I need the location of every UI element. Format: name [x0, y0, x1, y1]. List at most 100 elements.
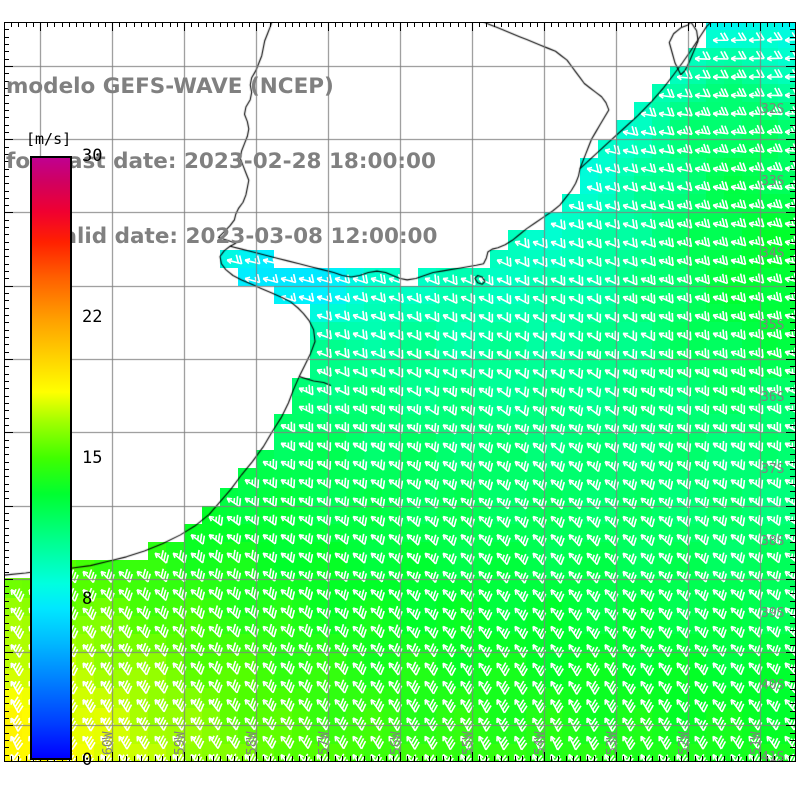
lat-minor-tick: [790, 410, 795, 412]
lon-minor-tick: [781, 22, 783, 27]
lon-minor-tick: [191, 22, 193, 27]
lat-minor-tick: [4, 124, 9, 126]
lat-minor-tick: [4, 490, 9, 492]
lat-minor-tick: [790, 461, 795, 463]
lat-major-tick: [4, 505, 13, 507]
lat-minor-tick: [790, 241, 795, 243]
lat-minor-tick: [4, 534, 9, 536]
lat-minor-tick: [790, 608, 795, 610]
lon-minor-tick: [637, 756, 639, 761]
lat-label-34S: 34S: [761, 246, 785, 261]
lon-minor-tick: [457, 22, 459, 27]
lon-minor-tick: [126, 756, 128, 761]
lon-minor-tick: [392, 756, 394, 761]
lon-minor-tick: [306, 756, 308, 761]
lon-minor-tick: [292, 756, 293, 761]
lat-minor-tick: [4, 549, 9, 551]
lon-minor-tick: [608, 756, 610, 761]
lon-minor-tick: [76, 756, 77, 761]
lat-major-tick: [4, 652, 13, 654]
colorbar-tick-0: 0: [82, 750, 93, 770]
lat-minor-tick: [4, 710, 9, 712]
lon-minor-tick: [234, 22, 236, 27]
lon-minor-tick: [515, 22, 517, 27]
title-forecast: forecast date: 2023-02-28 18:00:00: [6, 149, 436, 174]
lat-major-tick: [4, 65, 13, 67]
lat-minor-tick: [790, 381, 795, 382]
lon-major-tick: [328, 752, 329, 761]
lat-major-tick: [4, 432, 13, 434]
lon-minor-tick: [191, 756, 193, 761]
lon-minor-tick: [580, 22, 581, 27]
lat-minor-tick: [4, 234, 9, 236]
lon-major-tick: [472, 752, 473, 761]
lat-minor-tick: [790, 146, 795, 148]
lon-minor-tick: [169, 22, 171, 27]
lon-minor-tick: [572, 756, 574, 761]
lat-minor-tick: [4, 315, 9, 317]
lon-minor-tick: [284, 756, 286, 761]
lat-minor-tick: [4, 43, 9, 45]
frame-right: [795, 22, 796, 762]
lat-minor-tick: [790, 747, 795, 749]
lon-major-tick: [616, 752, 617, 761]
colorbar-tick-8: 8: [82, 588, 93, 609]
lat-major-tick: [786, 212, 795, 214]
lat-minor-tick: [4, 754, 9, 756]
lon-minor-tick: [385, 22, 387, 27]
lon-minor-tick: [709, 22, 711, 27]
lat-label-40S: 40S: [761, 678, 785, 693]
lat-minor-tick: [790, 446, 795, 448]
lat-minor-tick: [790, 644, 795, 646]
lat-major-tick: [786, 359, 795, 361]
lon-minor-tick: [270, 22, 272, 27]
lon-minor-tick: [148, 22, 149, 27]
lon-minor-tick: [587, 756, 589, 761]
lon-minor-tick: [450, 22, 452, 27]
lat-minor-tick: [790, 732, 795, 734]
lat-minor-tick: [790, 696, 795, 698]
map-plot-area[interactable]: [4, 22, 796, 762]
lon-minor-tick: [61, 22, 63, 27]
lat-minor-tick: [4, 666, 9, 668]
lat-minor-tick: [790, 190, 795, 192]
lat-minor-tick: [4, 344, 9, 346]
lon-minor-tick: [155, 756, 157, 761]
lon-minor-tick: [133, 756, 135, 761]
lat-minor-tick: [4, 322, 9, 324]
lon-minor-tick: [378, 22, 380, 27]
lat-minor-tick: [790, 564, 795, 566]
lat-minor-tick: [4, 468, 9, 470]
lon-minor-tick: [464, 756, 466, 761]
lat-minor-tick: [4, 249, 9, 251]
lat-minor-tick: [4, 190, 9, 192]
lat-minor-tick: [4, 410, 9, 412]
lat-minor-tick: [4, 747, 9, 749]
lat-minor-tick: [790, 249, 795, 251]
lat-minor-tick: [790, 315, 795, 317]
lat-major-tick: [4, 359, 13, 361]
lat-minor-tick: [790, 754, 795, 756]
lat-minor-tick: [790, 234, 795, 236]
lon-minor-tick: [18, 756, 20, 761]
lat-major-tick: [786, 432, 795, 434]
lon-minor-tick: [659, 22, 661, 27]
lon-minor-tick: [479, 22, 481, 27]
lat-minor-tick: [4, 542, 9, 544]
lat-minor-tick: [790, 102, 795, 104]
lon-minor-tick: [724, 22, 725, 27]
lat-minor-tick: [790, 256, 795, 258]
lon-minor-tick: [320, 756, 322, 761]
lon-minor-tick: [148, 756, 149, 761]
lat-minor-tick: [4, 402, 9, 404]
lon-minor-tick: [508, 22, 509, 27]
lon-minor-tick: [140, 22, 142, 27]
lon-minor-tick: [450, 756, 452, 761]
lat-minor-tick: [790, 439, 795, 441]
lon-minor-tick: [176, 756, 178, 761]
lat-minor-tick: [4, 278, 9, 280]
lat-minor-tick: [790, 322, 795, 324]
lon-major-tick: [544, 22, 545, 31]
lon-minor-tick: [529, 756, 531, 761]
lon-minor-tick: [716, 756, 718, 761]
